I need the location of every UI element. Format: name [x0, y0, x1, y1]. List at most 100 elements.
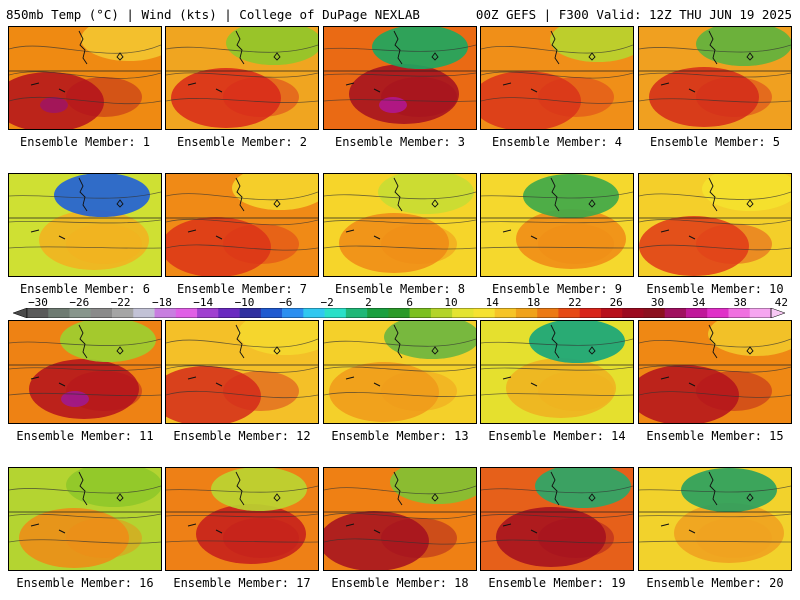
ensemble-member-label: Ensemble Member: 17	[173, 576, 311, 590]
temperature-field	[9, 468, 161, 568]
colorbar-tick-label: −18	[151, 296, 172, 309]
colorbar-swatch	[133, 308, 155, 318]
ensemble-member-label: Ensemble Member: 9	[491, 282, 623, 296]
temperature-field	[639, 321, 791, 423]
colorbar-swatch	[430, 308, 453, 318]
colorbar-swatch	[27, 308, 49, 318]
ensemble-member-map	[480, 173, 634, 277]
colorbar-tick-label: 38	[733, 296, 747, 309]
colorbar-tick-label: −30	[28, 296, 48, 309]
temperature-field	[166, 468, 318, 564]
ensemble-member-map	[323, 173, 477, 277]
ensemble-member-label: Ensemble Member: 16	[16, 576, 154, 590]
colorbar-tick-label: −14	[193, 296, 214, 309]
colorbar-swatch	[260, 308, 283, 318]
ensemble-member-label: Ensemble Member: 4	[491, 135, 623, 149]
ensemble-member-map	[480, 467, 634, 571]
colorbar-swatch	[749, 308, 772, 318]
ensemble-member-map	[480, 320, 634, 424]
colorbar-swatch	[685, 308, 708, 318]
colorbar-swatch	[515, 308, 538, 318]
colorbar-swatch	[345, 308, 368, 318]
colorbar-swatch	[239, 308, 262, 318]
temperature-field	[639, 27, 791, 127]
temperature-field	[9, 27, 161, 129]
colorbar-tick-label: 42	[774, 296, 789, 309]
ensemble-member-label: Ensemble Member: 7	[176, 282, 308, 296]
ensemble-member-label: Ensemble Member: 14	[488, 429, 626, 443]
ensemble-member-map	[638, 173, 792, 277]
temperature-field	[166, 27, 318, 128]
temperature-field	[481, 321, 633, 418]
colorbar-swatch	[600, 308, 623, 318]
colorbar-swatch	[537, 308, 559, 318]
temperature-field	[324, 174, 476, 273]
colorbar-swatch	[388, 308, 410, 318]
colorbar-swatch	[494, 308, 517, 318]
colorbar-swatch	[367, 308, 389, 318]
colorbar-tick-label: −26	[69, 296, 90, 309]
colorbar-tick-label: 10	[444, 296, 458, 309]
ensemble-member-label: Ensemble Member: 19	[488, 576, 626, 590]
colorbar-swatch	[473, 308, 495, 318]
colorbar-swatch	[324, 308, 347, 318]
colorbar-swatch	[579, 308, 602, 318]
ensemble-member-label: Ensemble Member: 3	[334, 135, 466, 149]
colorbar-tick-label: 30	[650, 296, 665, 309]
colorbar-swatch	[154, 308, 177, 318]
colorbar-tick-label: 34	[692, 296, 706, 309]
colorbar-swatch	[452, 308, 474, 318]
colorbar-tick-label: 18	[526, 296, 541, 309]
ensemble-member-label: Ensemble Member: 12	[173, 429, 311, 443]
ensemble-member-label: Ensemble Member: 1	[19, 135, 151, 149]
temperature-field	[9, 174, 161, 270]
ensemble-member-map	[638, 320, 792, 424]
ensemble-member-map	[165, 467, 319, 571]
colorbar-tick-label: 14	[485, 296, 499, 309]
ensemble-member-map	[165, 26, 319, 130]
ensemble-member-label: Ensemble Member: 18	[331, 576, 469, 590]
ensemble-member-map	[323, 320, 477, 424]
temperature-field	[324, 468, 476, 570]
ensemble-member-label: Ensemble Member: 11	[16, 429, 154, 443]
temperature-field	[481, 174, 633, 269]
colorbar-tick-label: −6	[279, 296, 293, 309]
colorbar-tick-label: 6	[406, 296, 413, 309]
colorbar-swatch	[622, 308, 644, 318]
ensemble-member-label: Ensemble Member: 20	[646, 576, 784, 590]
ensemble-member-label: Ensemble Member: 13	[331, 429, 469, 443]
temperature-field	[9, 321, 161, 419]
colorbar-swatch	[664, 308, 687, 318]
ensemble-member-map	[323, 467, 477, 571]
ensemble-member-label: Ensemble Member: 8	[334, 282, 466, 296]
ensemble-member-map	[165, 173, 319, 277]
temperature-field	[639, 468, 791, 563]
colorbar-tick-label: −2	[320, 296, 334, 309]
colorbar-swatch	[48, 308, 70, 318]
ensemble-member-label: Ensemble Member: 2	[176, 135, 308, 149]
ensemble-member-map	[638, 467, 792, 571]
temperature-field	[481, 27, 633, 129]
colorbar-swatch	[707, 308, 729, 318]
colorbar-swatch	[558, 308, 580, 318]
colorbar-swatch	[175, 308, 198, 318]
map-valid-time: 00Z GEFS | F300 Valid: 12Z THU JUN 19 20…	[475, 7, 792, 22]
ensemble-member-map	[165, 320, 319, 424]
map-title: 850mb Temp (°C) | Wind (kts) | College o…	[6, 7, 420, 22]
ensemble-member-map	[638, 26, 792, 130]
colorbar-swatch	[282, 308, 304, 318]
colorbar-tick-label: −10	[234, 296, 255, 309]
colorbar-swatch	[197, 308, 219, 318]
colorbar-tick-label: 22	[568, 296, 582, 309]
temperature-field	[481, 468, 633, 567]
temperature-field	[639, 174, 791, 276]
colorbar-tick-label: 26	[609, 296, 623, 309]
ensemble-member-map	[8, 320, 162, 424]
temperature-field	[324, 321, 476, 422]
colorbar-swatch	[643, 308, 666, 318]
ensemble-member-label: Ensemble Member: 15	[646, 429, 784, 443]
ensemble-member-label: Ensemble Member: 5	[649, 135, 781, 149]
ensemble-member-map	[8, 467, 162, 571]
colorbar-swatch	[69, 308, 92, 318]
colorbar-swatch	[303, 308, 325, 318]
